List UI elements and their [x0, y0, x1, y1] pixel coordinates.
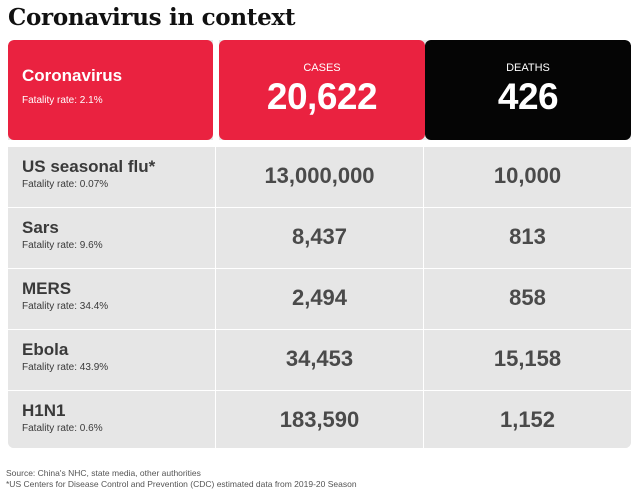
- row-divider: [8, 390, 631, 391]
- comparison-table: Coronavirus Fatality rate: 2.1% CASES 20…: [8, 40, 631, 448]
- row-deaths-value: 858: [509, 285, 546, 310]
- table-row: MERS Fatality rate: 34.4% 2,494 858: [8, 269, 631, 329]
- table-row: H1N1 Fatality rate: 0.6% 183,590 1,152: [8, 391, 631, 448]
- row-fatality-rate: Fatality rate: 43.9%: [22, 362, 109, 373]
- column-divider: [423, 147, 424, 448]
- header-fatality-rate: Fatality rate: 2.1%: [22, 95, 103, 106]
- page-title: Coronavirus in context: [8, 4, 296, 31]
- row-divider: [8, 207, 631, 208]
- header-disease-cell: Coronavirus Fatality rate: 2.1%: [8, 40, 213, 140]
- row-deaths-value: 15,158: [493, 346, 562, 371]
- row-deaths-value: 813: [509, 224, 546, 249]
- table-row: US seasonal flu* Fatality rate: 0.07% 13…: [8, 147, 631, 207]
- column-divider: [215, 147, 216, 448]
- row-cases-value: 34,453: [285, 346, 354, 371]
- table-body: US seasonal flu* Fatality rate: 0.07% 13…: [8, 147, 631, 448]
- header-disease-name: Coronavirus: [22, 66, 123, 85]
- row-disease-name: Sars: [22, 218, 59, 237]
- header-deaths-cell: DEATHS 426: [425, 40, 631, 140]
- row-deaths-value: 10,000: [493, 163, 562, 188]
- header-cases-cell: CASES 20,622: [219, 40, 425, 140]
- footer-notes: Source: China's NHC, state media, other …: [6, 468, 357, 490]
- row-fatality-rate: Fatality rate: 0.6%: [22, 423, 103, 434]
- row-disease-name: US seasonal flu*: [22, 157, 156, 176]
- table-row: Sars Fatality rate: 9.6% 8,437 813: [8, 208, 631, 268]
- header-deaths-label: DEATHS: [506, 62, 550, 74]
- table-row: Ebola Fatality rate: 43.9% 34,453 15,158: [8, 330, 631, 390]
- row-cases-value: 2,494: [291, 285, 348, 310]
- row-disease-name: MERS: [22, 279, 72, 298]
- row-disease-name: Ebola: [22, 340, 69, 359]
- row-cases-value: 8,437: [291, 224, 348, 249]
- row-fatality-rate: Fatality rate: 9.6%: [22, 240, 103, 251]
- header-deaths-value: 426: [497, 76, 559, 117]
- row-divider: [8, 329, 631, 330]
- header-cases-label: CASES: [303, 62, 341, 74]
- header-divider: [213, 40, 219, 140]
- row-disease-name: H1N1: [22, 401, 66, 420]
- row-cases-value: 183,590: [279, 407, 360, 432]
- header-row-divider: [8, 140, 631, 147]
- row-divider: [8, 268, 631, 269]
- row-cases-value: 13,000,000: [264, 163, 375, 188]
- row-fatality-rate: Fatality rate: 0.07%: [22, 179, 109, 190]
- source-note: Source: China's NHC, state media, other …: [6, 468, 201, 478]
- row-fatality-rate: Fatality rate: 34.4%: [22, 301, 109, 312]
- row-deaths-value: 1,152: [499, 407, 556, 432]
- header-cases-value: 20,622: [266, 76, 378, 117]
- cdc-footnote: *US Centers for Disease Control and Prev…: [6, 479, 357, 489]
